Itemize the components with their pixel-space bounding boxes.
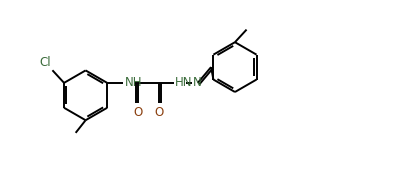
Text: O: O — [134, 106, 143, 119]
Text: Cl: Cl — [39, 56, 51, 69]
Text: N: N — [193, 76, 202, 89]
Text: NH: NH — [124, 76, 142, 89]
Text: O: O — [154, 106, 164, 119]
Text: HN: HN — [175, 76, 193, 89]
